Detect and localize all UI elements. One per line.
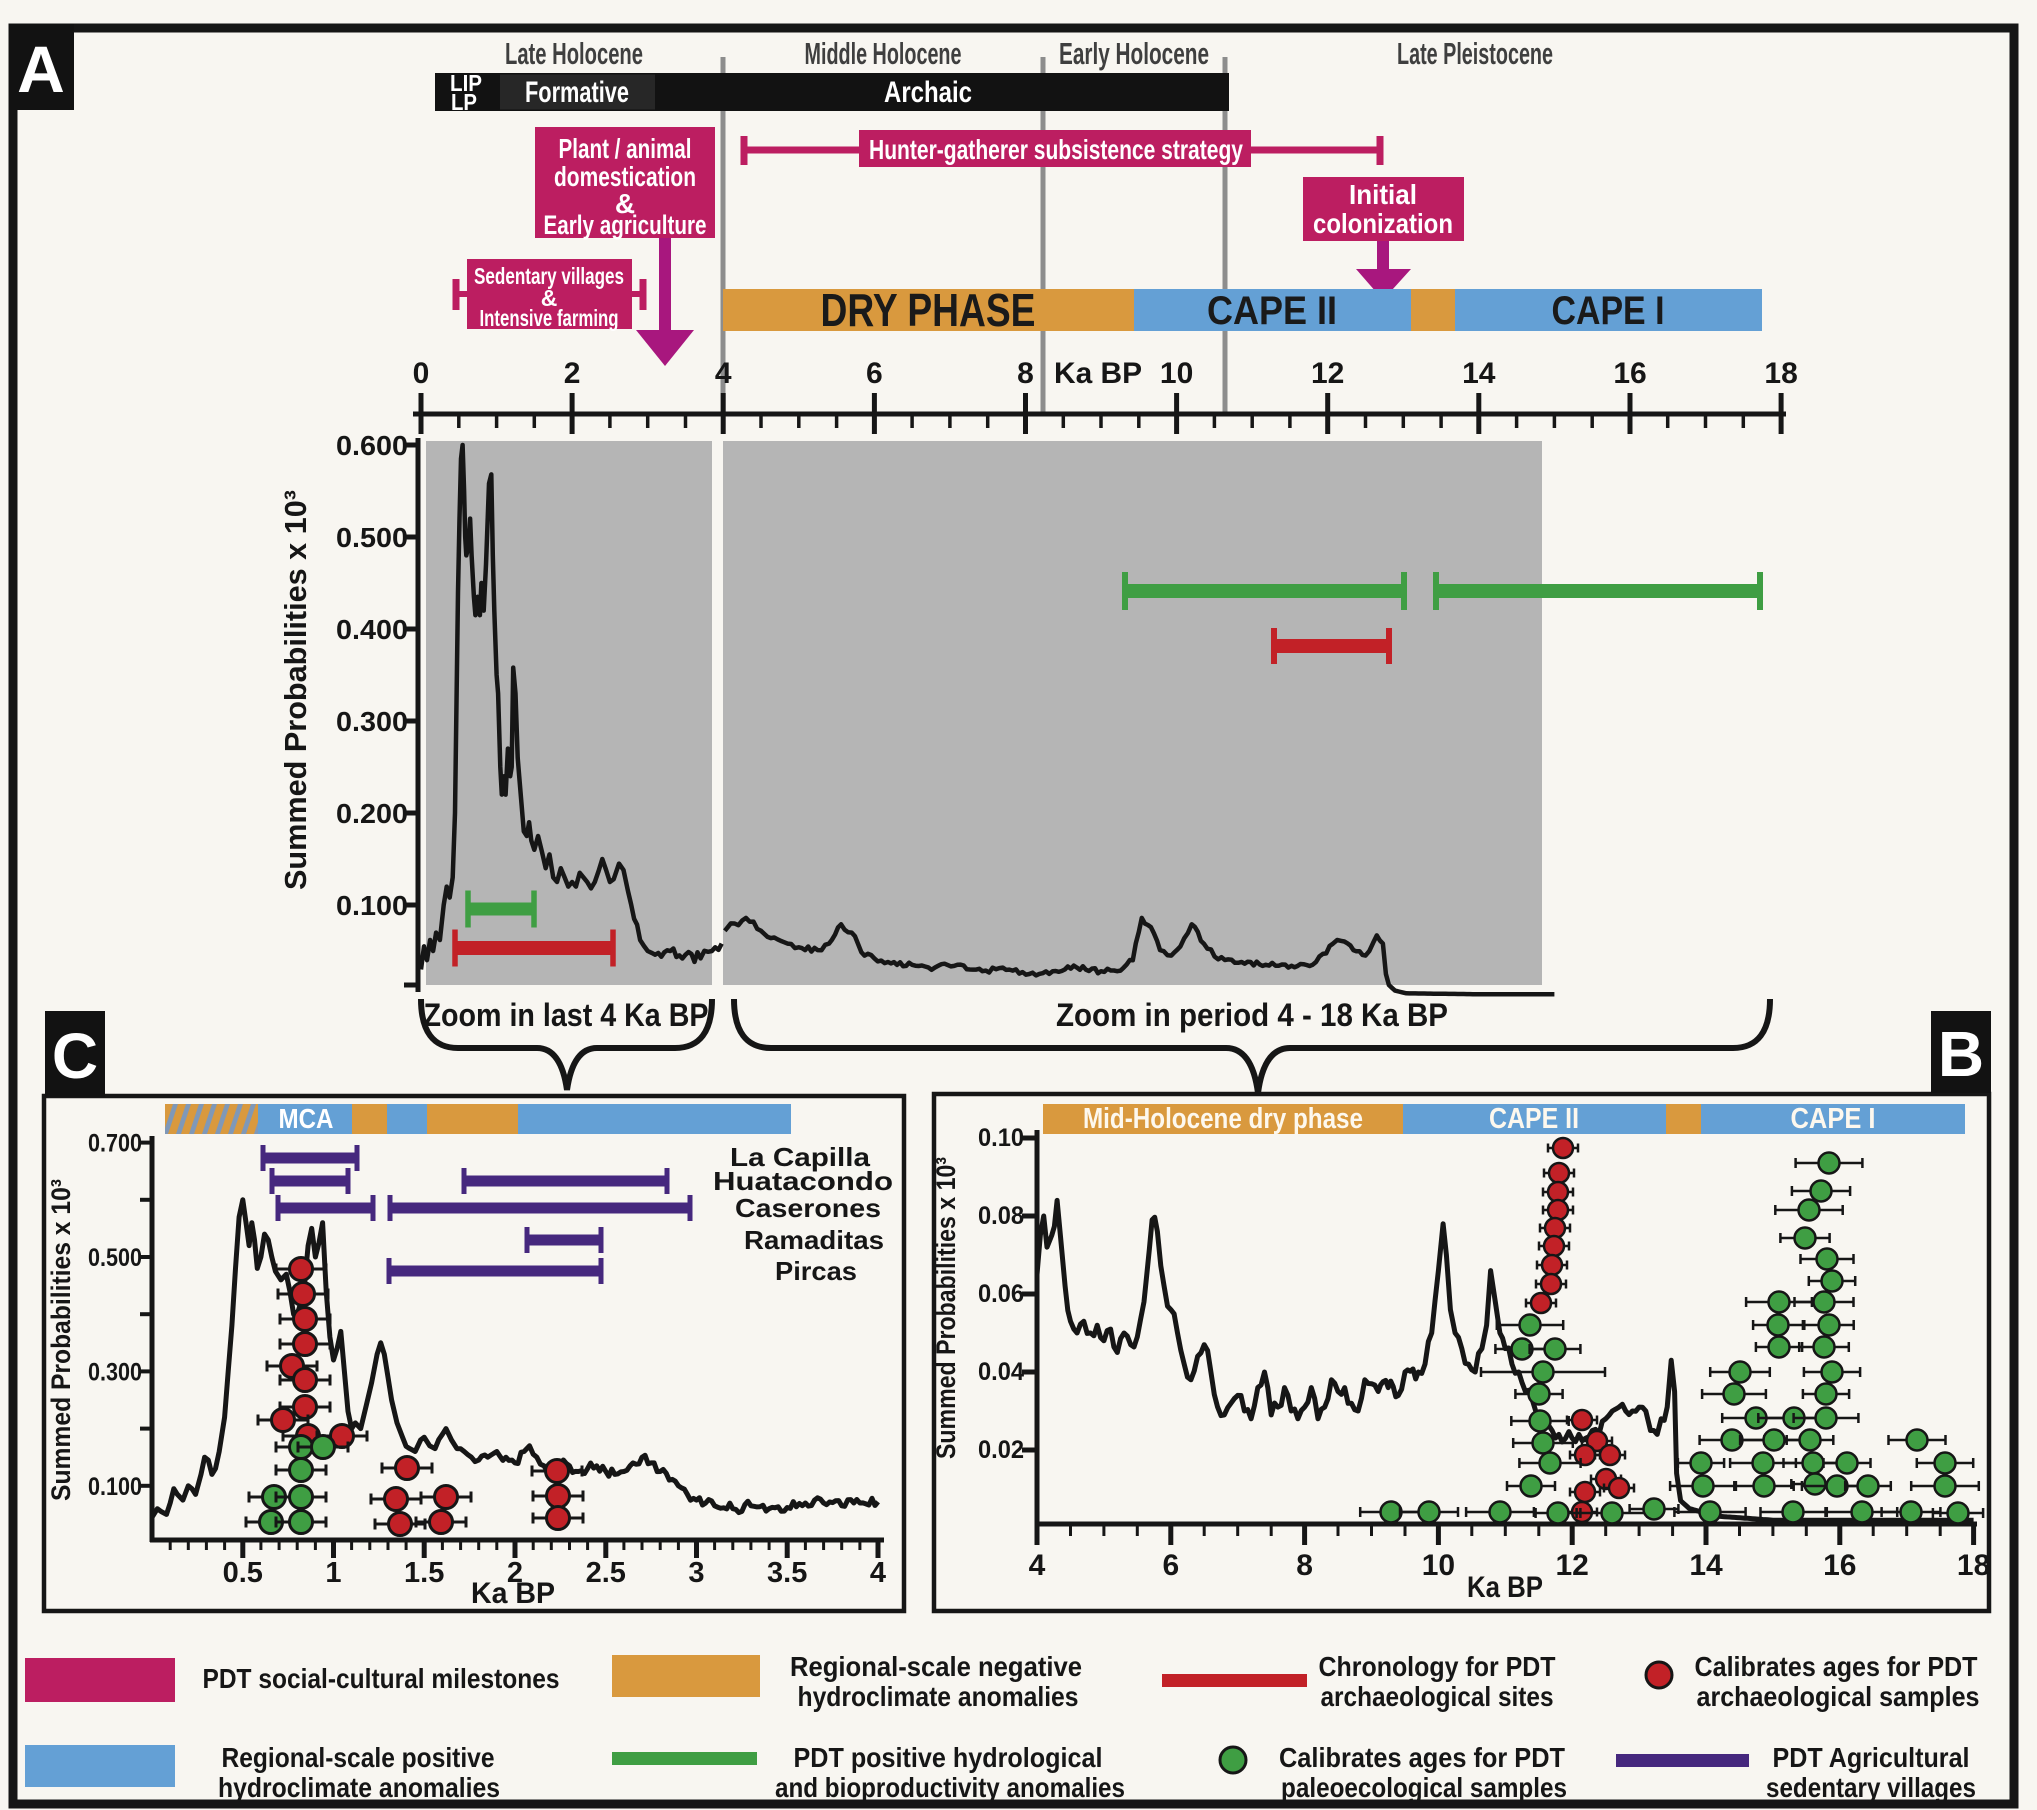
- svg-text:colonization: colonization: [1313, 208, 1453, 239]
- svg-text:8: 8: [1296, 1549, 1313, 1582]
- svg-text:0.300: 0.300: [88, 1358, 142, 1386]
- svg-text:4: 4: [870, 1557, 886, 1589]
- svg-text:18: 18: [1764, 357, 1797, 390]
- svg-text:Middle Holocene: Middle Holocene: [805, 36, 962, 71]
- svg-text:Archaic: Archaic: [884, 76, 972, 109]
- svg-text:3: 3: [688, 1557, 704, 1589]
- svg-text:0: 0: [413, 357, 430, 390]
- svg-text:14: 14: [1462, 357, 1496, 390]
- svg-text:A: A: [17, 32, 65, 106]
- svg-text:Chronology for PDT: Chronology for PDT: [1319, 1651, 1556, 1682]
- svg-text:Zoom in last 4 Ka BP: Zoom in last 4 Ka BP: [424, 997, 709, 1033]
- svg-text:Summed Probabilities x 10³: Summed Probabilities x 10³: [278, 490, 313, 890]
- svg-text:Ka BP: Ka BP: [471, 1577, 555, 1610]
- svg-text:0.200: 0.200: [336, 798, 408, 829]
- svg-text:0.400: 0.400: [336, 614, 408, 645]
- svg-text:16: 16: [1613, 357, 1646, 390]
- svg-text:Ka BP: Ka BP: [1054, 357, 1142, 390]
- svg-text:1: 1: [325, 1557, 341, 1589]
- svg-text:La Capilla: La Capilla: [730, 1142, 871, 1172]
- svg-text:Ramaditas: Ramaditas: [744, 1225, 884, 1255]
- svg-text:18: 18: [1957, 1549, 1990, 1582]
- svg-text:CAPE II: CAPE II: [1489, 1103, 1579, 1135]
- svg-text:0.600: 0.600: [336, 430, 408, 461]
- svg-text:6: 6: [1162, 1549, 1179, 1582]
- svg-text:0.08: 0.08: [978, 1202, 1024, 1230]
- svg-text:archaeological sites: archaeological sites: [1321, 1681, 1554, 1712]
- svg-text:2.5: 2.5: [586, 1557, 626, 1589]
- svg-text:sedentary villages: sedentary villages: [1766, 1772, 1976, 1803]
- svg-text:1.5: 1.5: [404, 1557, 444, 1589]
- svg-text:12: 12: [1311, 357, 1344, 390]
- svg-text:Late Holocene: Late Holocene: [505, 36, 643, 71]
- svg-text:0.06: 0.06: [978, 1280, 1024, 1308]
- svg-text:PDT Agricultural: PDT Agricultural: [1773, 1742, 1970, 1773]
- svg-text:2: 2: [507, 1557, 523, 1589]
- svg-text:domestication: domestication: [554, 161, 696, 192]
- svg-text:DRY PHASE: DRY PHASE: [821, 284, 1036, 336]
- svg-text:10: 10: [1160, 357, 1193, 390]
- svg-text:Mid-Holocene dry phase: Mid-Holocene dry phase: [1083, 1103, 1363, 1135]
- svg-text:Pircas: Pircas: [775, 1256, 857, 1286]
- svg-text:PDT social-cultural milestones: PDT social-cultural milestones: [203, 1663, 560, 1694]
- svg-text:CAPE I: CAPE I: [1552, 289, 1665, 333]
- svg-text:Summed Probabilities x 10³: Summed Probabilities x 10³: [931, 1157, 961, 1459]
- svg-text:Intensive farming: Intensive farming: [480, 305, 619, 331]
- svg-text:Hunter-gatherer subsistence st: Hunter-gatherer subsistence strategy: [869, 134, 1243, 165]
- svg-text:Huatacondo: Huatacondo: [713, 1166, 893, 1196]
- svg-text:CAPE II: CAPE II: [1207, 289, 1337, 333]
- svg-text:B: B: [1938, 1018, 1984, 1090]
- svg-text:Early Holocene: Early Holocene: [1059, 36, 1209, 71]
- svg-text:LIP: LIP: [450, 70, 482, 96]
- svg-text:0.500: 0.500: [88, 1244, 142, 1272]
- svg-text:14: 14: [1689, 1549, 1723, 1582]
- svg-text:6: 6: [866, 357, 883, 390]
- svg-text:archaeological samples: archaeological samples: [1697, 1681, 1980, 1712]
- svg-text:&: &: [615, 188, 635, 219]
- svg-text:Regional-scale negative: Regional-scale negative: [790, 1651, 1082, 1682]
- svg-text:and bioproductivity anomalies: and bioproductivity anomalies: [775, 1772, 1125, 1803]
- svg-text:0.5: 0.5: [223, 1557, 263, 1589]
- svg-text:2: 2: [564, 357, 581, 390]
- svg-text:hydroclimate anomalies: hydroclimate anomalies: [218, 1772, 500, 1803]
- svg-text:paleoecological samples: paleoecological samples: [1281, 1772, 1567, 1803]
- svg-text:hydroclimate anomalies: hydroclimate anomalies: [798, 1681, 1079, 1712]
- svg-text:0.100: 0.100: [336, 890, 408, 921]
- svg-text:0.10: 0.10: [978, 1124, 1024, 1152]
- svg-text:LP: LP: [451, 89, 477, 115]
- svg-text:10: 10: [1422, 1549, 1455, 1582]
- svg-text:Regional-scale positive: Regional-scale positive: [222, 1742, 495, 1773]
- svg-text:12: 12: [1556, 1549, 1589, 1582]
- svg-text:4: 4: [715, 357, 732, 390]
- svg-text:0.02: 0.02: [978, 1436, 1024, 1464]
- svg-text:0.100: 0.100: [88, 1473, 142, 1501]
- svg-text:0.300: 0.300: [336, 706, 408, 737]
- svg-text:CAPE I: CAPE I: [1791, 1103, 1876, 1135]
- svg-text:16: 16: [1823, 1549, 1856, 1582]
- svg-text:Formative: Formative: [525, 76, 629, 109]
- svg-text:Calibrates ages for PDT: Calibrates ages for PDT: [1695, 1651, 1978, 1682]
- svg-text:PDT positive hydrological: PDT positive hydrological: [794, 1742, 1103, 1773]
- svg-text:Zoom in period 4 - 18 Ka BP: Zoom in period 4 - 18 Ka BP: [1056, 997, 1448, 1033]
- svg-text:0.700: 0.700: [88, 1130, 142, 1158]
- svg-text:MCA: MCA: [279, 1103, 334, 1134]
- svg-text:Caserones: Caserones: [735, 1193, 881, 1223]
- svg-text:Sedentary villages: Sedentary villages: [474, 263, 624, 289]
- svg-text:Early agriculture: Early agriculture: [544, 210, 707, 240]
- svg-text:0.500: 0.500: [336, 522, 408, 553]
- svg-text:8: 8: [1017, 357, 1034, 390]
- svg-text:3.5: 3.5: [767, 1557, 807, 1589]
- svg-text:0.04: 0.04: [978, 1358, 1024, 1386]
- svg-text:Calibrates ages for PDT: Calibrates ages for PDT: [1279, 1742, 1565, 1773]
- svg-text:Late Pleistocene: Late Pleistocene: [1397, 36, 1553, 71]
- svg-text:Plant / animal: Plant / animal: [559, 133, 692, 164]
- svg-text:4: 4: [1029, 1549, 1046, 1582]
- svg-text:C: C: [52, 1020, 98, 1092]
- svg-text:Summed Probabilities x 10³: Summed Probabilities x 10³: [46, 1179, 76, 1501]
- svg-text:Initial: Initial: [1349, 179, 1417, 210]
- svg-text:Ka BP: Ka BP: [1467, 1571, 1543, 1604]
- svg-text:&: &: [541, 285, 558, 311]
